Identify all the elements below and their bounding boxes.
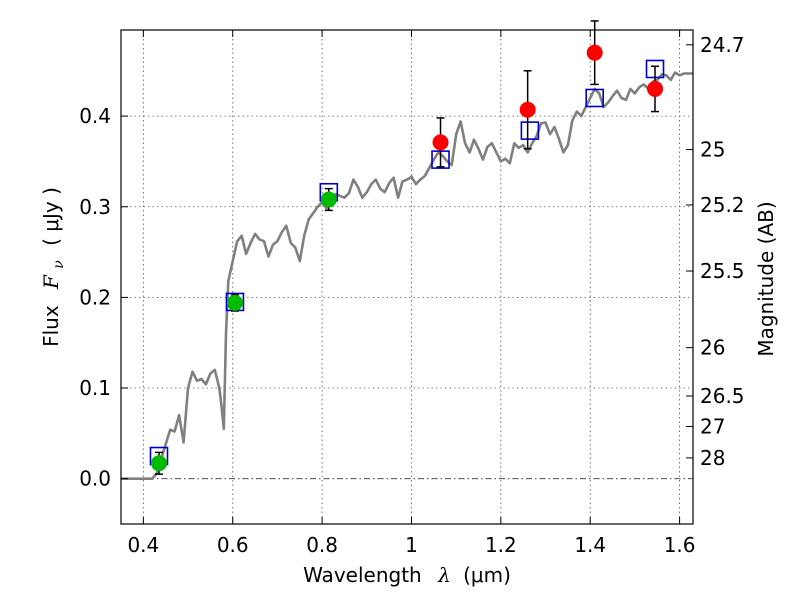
magnitude-tick-label: 25.2: [700, 193, 745, 217]
photometry-point: [432, 134, 449, 151]
magnitude-tick-label: 24.7: [700, 33, 745, 57]
x-axis: 0.4 0.6 0.8 1 1.2 1.4 1.6: [127, 30, 696, 557]
y-tick-label: 0.4: [79, 104, 111, 128]
magnitude-tick-label: 26: [700, 336, 725, 360]
y-tick-label: 0.3: [79, 195, 111, 219]
x-tick-label: 1.6: [664, 533, 696, 557]
model-photometry-square: [520, 121, 540, 140]
magnitude-tick-label: 27: [700, 415, 725, 439]
magnitude-tick-label: 25.5: [700, 259, 745, 283]
x-axis-title: Wavelength λ (μm): [303, 563, 511, 587]
x-axis-title-prefix: Wavelength: [303, 563, 422, 587]
model-spectrum-line: [121, 71, 693, 480]
x-tick-label: 0.8: [306, 533, 338, 557]
photometry-point: [519, 101, 536, 118]
model-photometry-square: [585, 88, 604, 108]
photometry-point: [647, 80, 664, 97]
y-axis-title-symbol: F: [39, 274, 63, 290]
magnitude-tick-label: 28: [700, 446, 725, 470]
photometry-point: [150, 455, 167, 472]
x-axis-title-symbol: λ: [437, 563, 451, 587]
y-tick-label: 0.1: [79, 376, 111, 400]
x-tick-label: 1.4: [574, 533, 606, 557]
y-axis-title-prefix: Flux: [39, 305, 63, 347]
magnitude-tick-label: 25: [700, 138, 725, 162]
photometry-point: [320, 191, 337, 208]
x-tick-label: 1: [405, 533, 418, 557]
x-tick-label: 0.6: [217, 533, 249, 557]
x-axis-title-unit: (μm): [463, 563, 511, 587]
y-tick-label: 0.2: [79, 285, 111, 309]
photometry-point: [586, 44, 603, 61]
plot-area: [121, 20, 693, 480]
y-tick-label: 0.0: [79, 467, 111, 491]
magnitude-tick-label: 26.5: [700, 384, 745, 408]
y-axis: 0.0 0.1 0.2 0.3 0.4: [79, 104, 128, 491]
magnitude-axis: 24.7 25 25.2 25.5 26 26.5 27 28: [686, 33, 745, 470]
x-tick-label: 0.4: [127, 533, 159, 557]
x-tick-label: 1.2: [485, 533, 517, 557]
photometry-point: [226, 294, 243, 311]
magnitude-axis-title: Magnitude (AB): [754, 201, 778, 356]
plot-frame: [120, 29, 694, 525]
y-axis-title-unit: ( μJy ): [39, 187, 63, 246]
y-axis-title-subscript: ν: [51, 260, 67, 269]
y-axis-title: Flux F ν ( μJy ): [39, 187, 68, 347]
